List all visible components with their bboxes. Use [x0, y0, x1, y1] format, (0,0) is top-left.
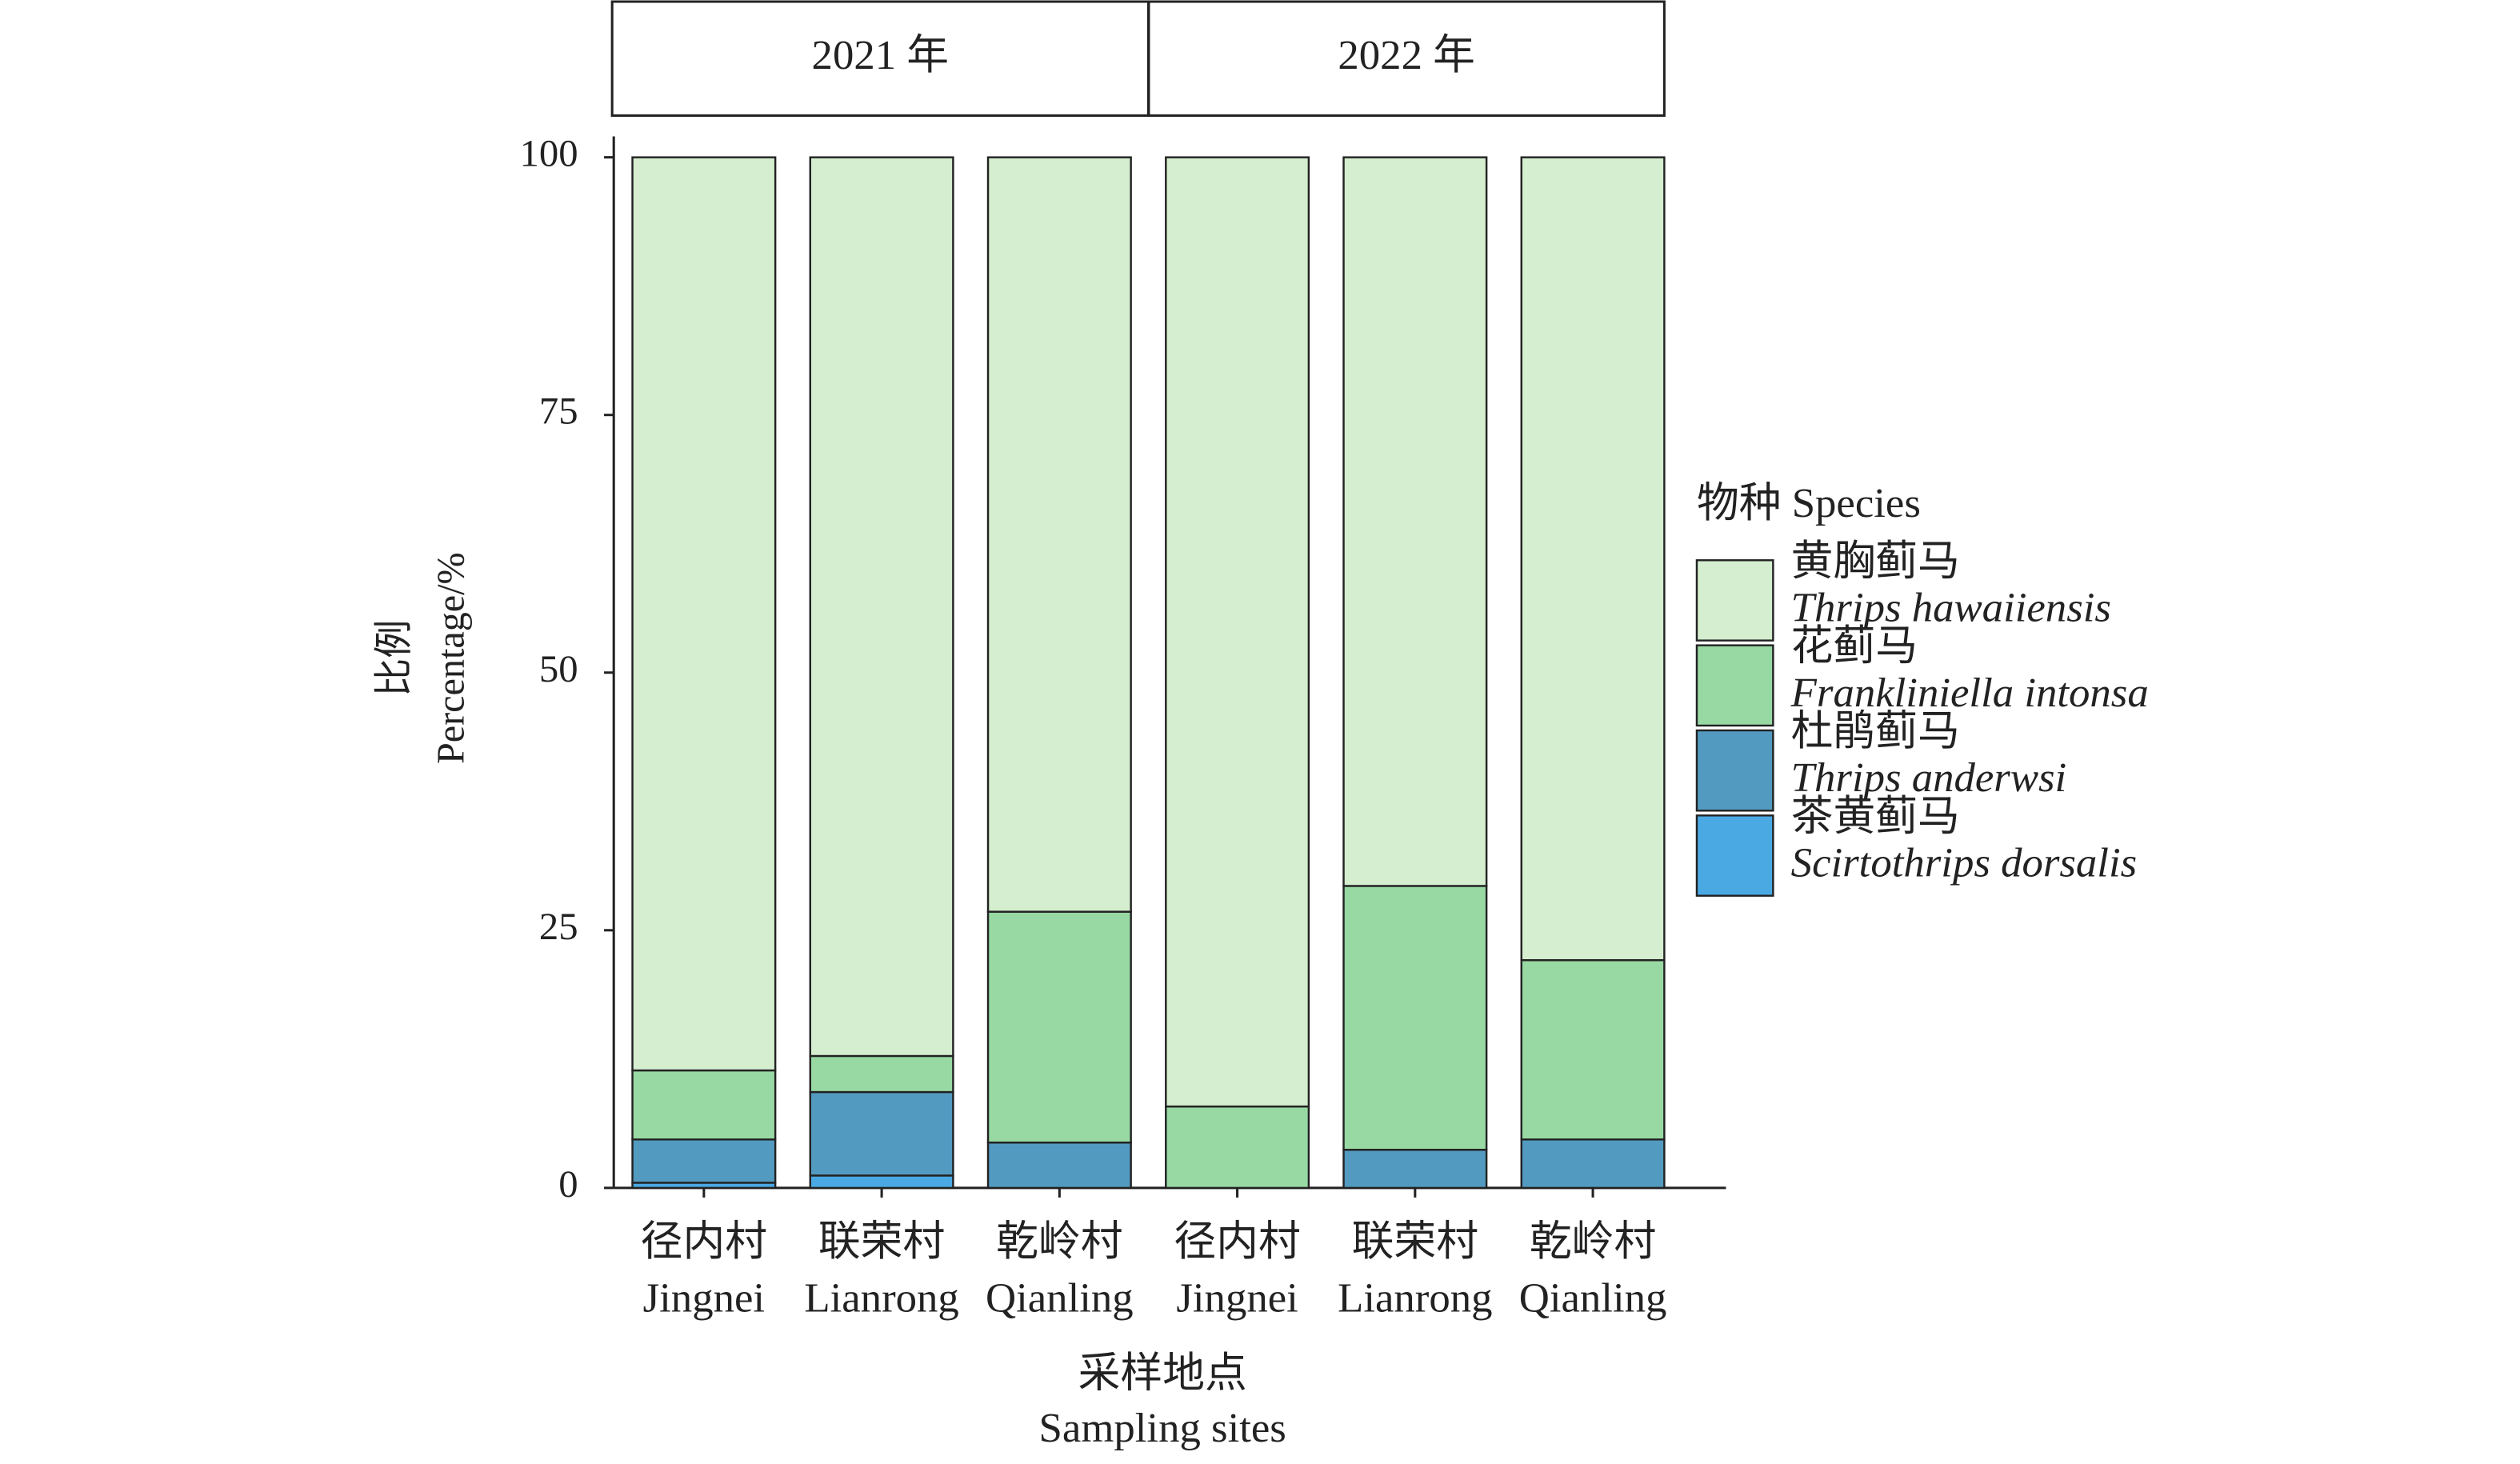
legend-label: Thrips hawaiiensis	[1791, 585, 2111, 631]
y-tick-label: 100	[519, 133, 578, 175]
x-tick-label: 径内村	[641, 1218, 767, 1265]
x-tick-label: Jingnei	[643, 1275, 765, 1322]
bar-segment	[986, 156, 1132, 913]
legend-swatch	[1695, 559, 1774, 642]
bar-segment	[1342, 885, 1488, 1151]
legend-swatch	[1695, 644, 1774, 727]
legend-swatch	[1695, 729, 1774, 812]
x-tick-label: 径内村	[1174, 1218, 1300, 1265]
x-tick-label: Lianrong	[1338, 1275, 1492, 1322]
bar-segment	[631, 1138, 777, 1184]
legend-label: 黄胸蓟马	[1791, 538, 1960, 585]
bar-segment	[809, 1174, 954, 1190]
legend-label: Frankliniella intonsa	[1790, 670, 2149, 716]
legend-label: Scirtothrips dorsalis	[1791, 840, 2137, 886]
y-tick-label: 0	[558, 1163, 578, 1206]
bar-segment	[1165, 1105, 1310, 1190]
bar-segment	[986, 910, 1132, 1144]
y-tick-label: 75	[539, 390, 578, 433]
x-tick-label: 乾岭村	[1530, 1218, 1656, 1265]
bar-segment	[1342, 1149, 1488, 1190]
facet-label: 2021 年	[812, 32, 950, 78]
x-tick-label: 联荣村	[818, 1218, 945, 1265]
bar-segment	[986, 1141, 1132, 1190]
bar-segment	[1165, 156, 1310, 1108]
y-axis-label: Percentage/%	[430, 552, 472, 764]
x-axis-label: Sampling sites	[1039, 1405, 1286, 1451]
y-tick-label: 25	[539, 906, 578, 948]
x-tick-label: 乾岭村	[996, 1218, 1122, 1265]
bar-segment	[631, 156, 777, 1072]
legend-label: Thrips anderwsi	[1791, 754, 2067, 801]
bar-segment	[1520, 156, 1666, 962]
legend-swatch	[1695, 814, 1774, 897]
x-tick-label: Lianrong	[804, 1275, 958, 1322]
facet-header	[1147, 0, 1666, 117]
x-tick-label: Jingnei	[1176, 1275, 1298, 1322]
x-tick-label: Qianling	[986, 1275, 1134, 1322]
y-tick-label: 50	[539, 648, 578, 690]
legend-label: 花蓟马	[1791, 623, 1918, 670]
bar-segment	[631, 1069, 777, 1141]
y-axis-label: 比例	[373, 620, 415, 697]
x-tick-label: Qianling	[1519, 1275, 1667, 1322]
bar-segment	[809, 1054, 954, 1094]
legend-label: 杜鹃蓟马	[1791, 708, 1960, 754]
bar-segment	[809, 156, 954, 1058]
bar-segment	[1342, 156, 1488, 887]
legend-label: 茶黄蓟马	[1791, 794, 1960, 840]
facet-header	[610, 0, 1150, 117]
x-axis-label: 采样地点	[1078, 1350, 1247, 1397]
bar-segment	[809, 1090, 954, 1177]
legend-title: 物种 Species	[1697, 480, 1921, 526]
bar-segment	[1520, 958, 1666, 1141]
bar-segment	[1520, 1138, 1666, 1190]
facet-label: 2022 年	[1338, 32, 1475, 78]
x-tick-label: 联荣村	[1352, 1218, 1478, 1265]
